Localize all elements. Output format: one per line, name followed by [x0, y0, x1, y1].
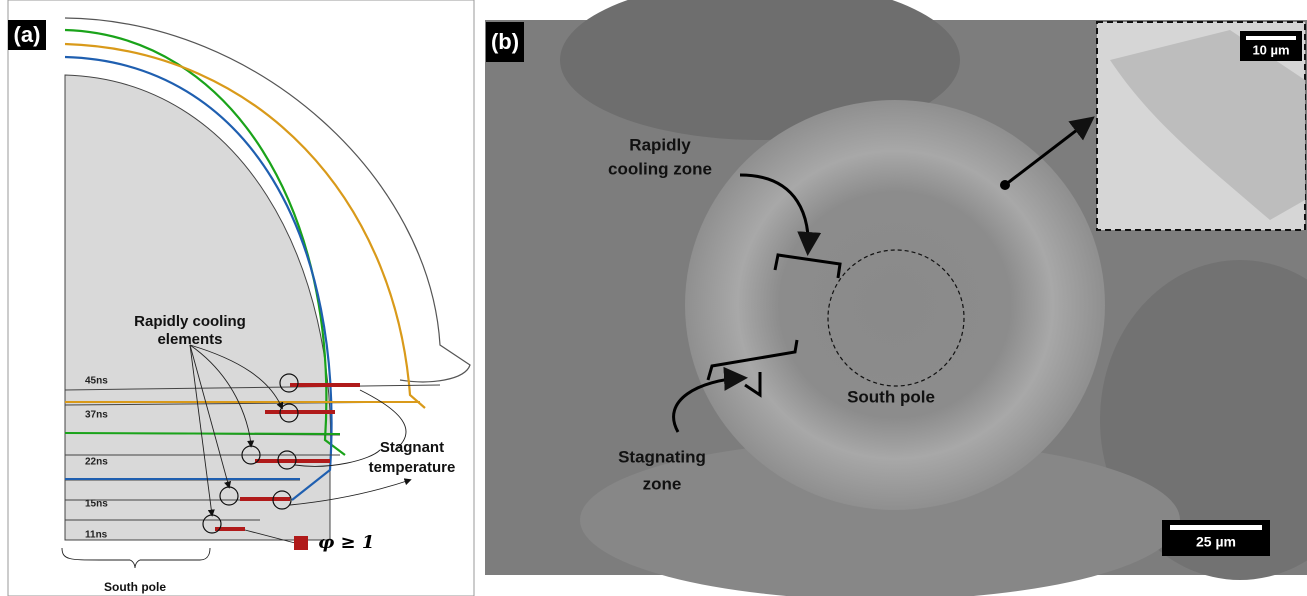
- time-label: 11ns: [85, 530, 108, 541]
- panel-label: (a): [14, 22, 41, 47]
- axis-label: South pole: [104, 580, 166, 594]
- impact-zone: [685, 100, 1105, 510]
- panel-b: Rapidly cooling zone Stagnating zone Sou…: [485, 0, 1307, 596]
- annotation: Rapidly cooling: [134, 313, 246, 330]
- figure: φ ≥ 1 Rapidly cooling elements Stagnant …: [0, 0, 1307, 596]
- annotation: cooling zone: [608, 159, 712, 178]
- annotation: temperature: [369, 459, 456, 476]
- time-label: 15ns: [85, 499, 108, 510]
- time-label: 37ns: [85, 410, 108, 421]
- inset-scale-text: 10 µm: [1252, 42, 1289, 57]
- scale-bar: [1170, 525, 1262, 530]
- scale-text: 25 µm: [1196, 534, 1236, 550]
- annotation: zone: [643, 474, 682, 493]
- annotation: elements: [157, 331, 222, 348]
- inset-scale-bar: [1246, 36, 1296, 40]
- slice-22: [65, 433, 340, 434]
- annotation: Rapidly: [629, 135, 691, 154]
- legend-text: φ ≥ 1: [318, 532, 374, 553]
- time-label: 22ns: [85, 457, 108, 468]
- panel-a: φ ≥ 1 Rapidly cooling elements Stagnant …: [8, 0, 474, 596]
- time-label: 45ns: [85, 376, 108, 387]
- page: {"panel_a": {"label": "(a)", "rapidly_co…: [0, 0, 1307, 596]
- annotation: South pole: [847, 387, 935, 406]
- annotation: Stagnant: [380, 439, 444, 456]
- legend-swatch: [294, 536, 308, 550]
- annotation: Stagnating: [618, 447, 706, 466]
- panel-label: (b): [491, 29, 519, 54]
